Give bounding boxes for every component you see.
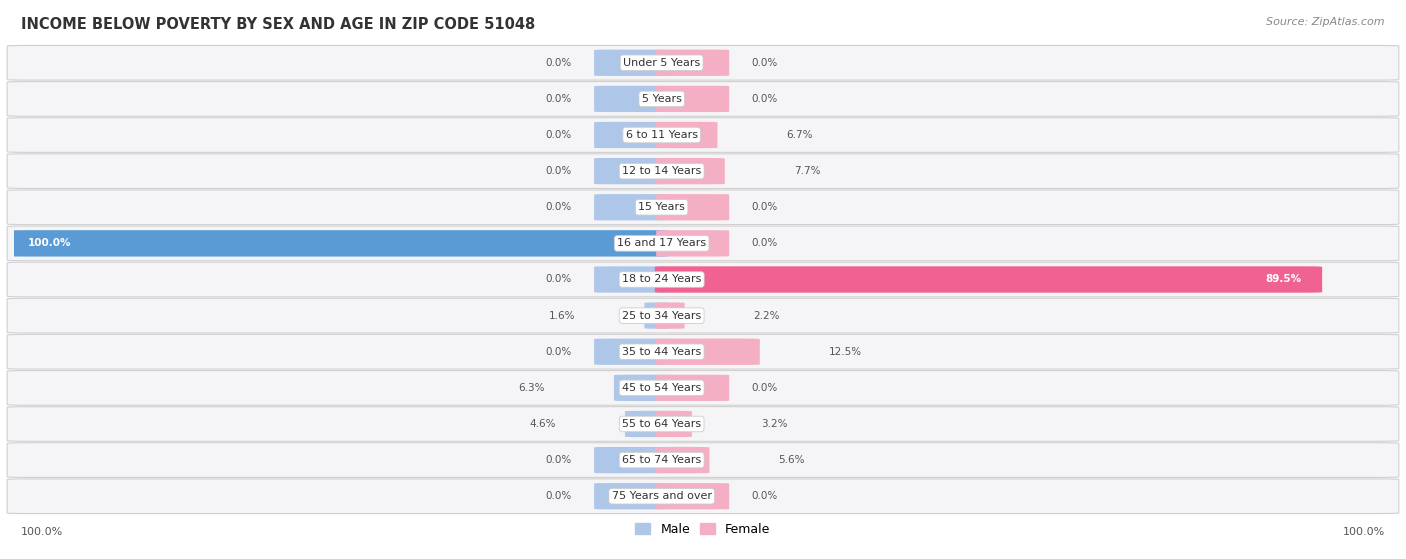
FancyBboxPatch shape xyxy=(595,50,668,76)
FancyBboxPatch shape xyxy=(595,339,668,365)
Legend: Male, Female: Male, Female xyxy=(630,518,776,541)
FancyBboxPatch shape xyxy=(657,50,730,76)
FancyBboxPatch shape xyxy=(595,122,668,148)
FancyBboxPatch shape xyxy=(7,334,1399,369)
Text: 4.6%: 4.6% xyxy=(530,419,557,429)
Text: 7.7%: 7.7% xyxy=(793,166,820,176)
Text: Under 5 Years: Under 5 Years xyxy=(623,58,700,68)
FancyBboxPatch shape xyxy=(7,299,1399,333)
Text: Source: ZipAtlas.com: Source: ZipAtlas.com xyxy=(1267,17,1385,27)
FancyBboxPatch shape xyxy=(595,194,668,220)
Text: 45 to 54 Years: 45 to 54 Years xyxy=(621,383,702,393)
Text: 25 to 34 Years: 25 to 34 Years xyxy=(621,311,702,321)
Text: 0.0%: 0.0% xyxy=(751,383,778,393)
FancyBboxPatch shape xyxy=(595,158,668,184)
FancyBboxPatch shape xyxy=(7,230,669,257)
Text: 55 to 64 Years: 55 to 64 Years xyxy=(621,419,702,429)
Text: 12.5%: 12.5% xyxy=(828,347,862,357)
Text: 0.0%: 0.0% xyxy=(546,491,572,501)
Text: 0.0%: 0.0% xyxy=(751,491,778,501)
Text: 75 Years and over: 75 Years and over xyxy=(612,491,711,501)
Text: 1.6%: 1.6% xyxy=(548,311,575,321)
Text: 15 Years: 15 Years xyxy=(638,202,685,212)
Text: 35 to 44 Years: 35 to 44 Years xyxy=(621,347,702,357)
FancyBboxPatch shape xyxy=(655,158,724,184)
Text: 12 to 14 Years: 12 to 14 Years xyxy=(621,166,702,176)
FancyBboxPatch shape xyxy=(7,406,1399,441)
FancyBboxPatch shape xyxy=(7,443,1399,477)
Text: 6 to 11 Years: 6 to 11 Years xyxy=(626,130,697,140)
Text: 3.2%: 3.2% xyxy=(761,419,787,429)
FancyBboxPatch shape xyxy=(657,483,730,509)
FancyBboxPatch shape xyxy=(644,302,668,329)
FancyBboxPatch shape xyxy=(7,118,1399,153)
Text: 18 to 24 Years: 18 to 24 Years xyxy=(621,274,702,285)
FancyBboxPatch shape xyxy=(657,86,730,112)
FancyBboxPatch shape xyxy=(655,266,1322,293)
FancyBboxPatch shape xyxy=(614,375,668,401)
FancyBboxPatch shape xyxy=(595,447,668,473)
Text: 0.0%: 0.0% xyxy=(546,274,572,285)
FancyBboxPatch shape xyxy=(7,190,1399,225)
Text: 0.0%: 0.0% xyxy=(546,130,572,140)
Text: 2.2%: 2.2% xyxy=(754,311,780,321)
Text: 6.7%: 6.7% xyxy=(786,130,813,140)
Text: 100.0%: 100.0% xyxy=(1343,527,1385,537)
FancyBboxPatch shape xyxy=(595,266,668,293)
FancyBboxPatch shape xyxy=(626,411,669,437)
FancyBboxPatch shape xyxy=(655,447,710,473)
FancyBboxPatch shape xyxy=(595,86,668,112)
FancyBboxPatch shape xyxy=(7,479,1399,514)
Text: 100.0%: 100.0% xyxy=(28,238,72,248)
FancyBboxPatch shape xyxy=(7,82,1399,116)
Text: 65 to 74 Years: 65 to 74 Years xyxy=(621,455,702,465)
Text: 0.0%: 0.0% xyxy=(546,455,572,465)
FancyBboxPatch shape xyxy=(655,339,759,365)
Text: 5.6%: 5.6% xyxy=(779,455,804,465)
Text: 100.0%: 100.0% xyxy=(21,527,63,537)
Text: INCOME BELOW POVERTY BY SEX AND AGE IN ZIP CODE 51048: INCOME BELOW POVERTY BY SEX AND AGE IN Z… xyxy=(21,17,536,32)
FancyBboxPatch shape xyxy=(655,411,692,437)
Text: 0.0%: 0.0% xyxy=(546,94,572,104)
FancyBboxPatch shape xyxy=(595,483,668,509)
Text: 0.0%: 0.0% xyxy=(546,347,572,357)
FancyBboxPatch shape xyxy=(7,226,1399,260)
FancyBboxPatch shape xyxy=(655,302,685,329)
FancyBboxPatch shape xyxy=(657,375,730,401)
Text: 0.0%: 0.0% xyxy=(546,202,572,212)
Text: 0.0%: 0.0% xyxy=(751,238,778,248)
Text: 89.5%: 89.5% xyxy=(1265,274,1302,285)
FancyBboxPatch shape xyxy=(7,262,1399,297)
FancyBboxPatch shape xyxy=(657,194,730,220)
FancyBboxPatch shape xyxy=(657,230,730,257)
Text: 0.0%: 0.0% xyxy=(751,94,778,104)
Text: 5 Years: 5 Years xyxy=(641,94,682,104)
Text: 0.0%: 0.0% xyxy=(751,202,778,212)
Text: 0.0%: 0.0% xyxy=(751,58,778,68)
FancyBboxPatch shape xyxy=(655,122,717,148)
FancyBboxPatch shape xyxy=(7,45,1399,80)
Text: 6.3%: 6.3% xyxy=(519,383,546,393)
FancyBboxPatch shape xyxy=(7,154,1399,188)
Text: 0.0%: 0.0% xyxy=(546,166,572,176)
Text: 0.0%: 0.0% xyxy=(546,58,572,68)
Text: 16 and 17 Years: 16 and 17 Years xyxy=(617,238,706,248)
FancyBboxPatch shape xyxy=(7,371,1399,405)
